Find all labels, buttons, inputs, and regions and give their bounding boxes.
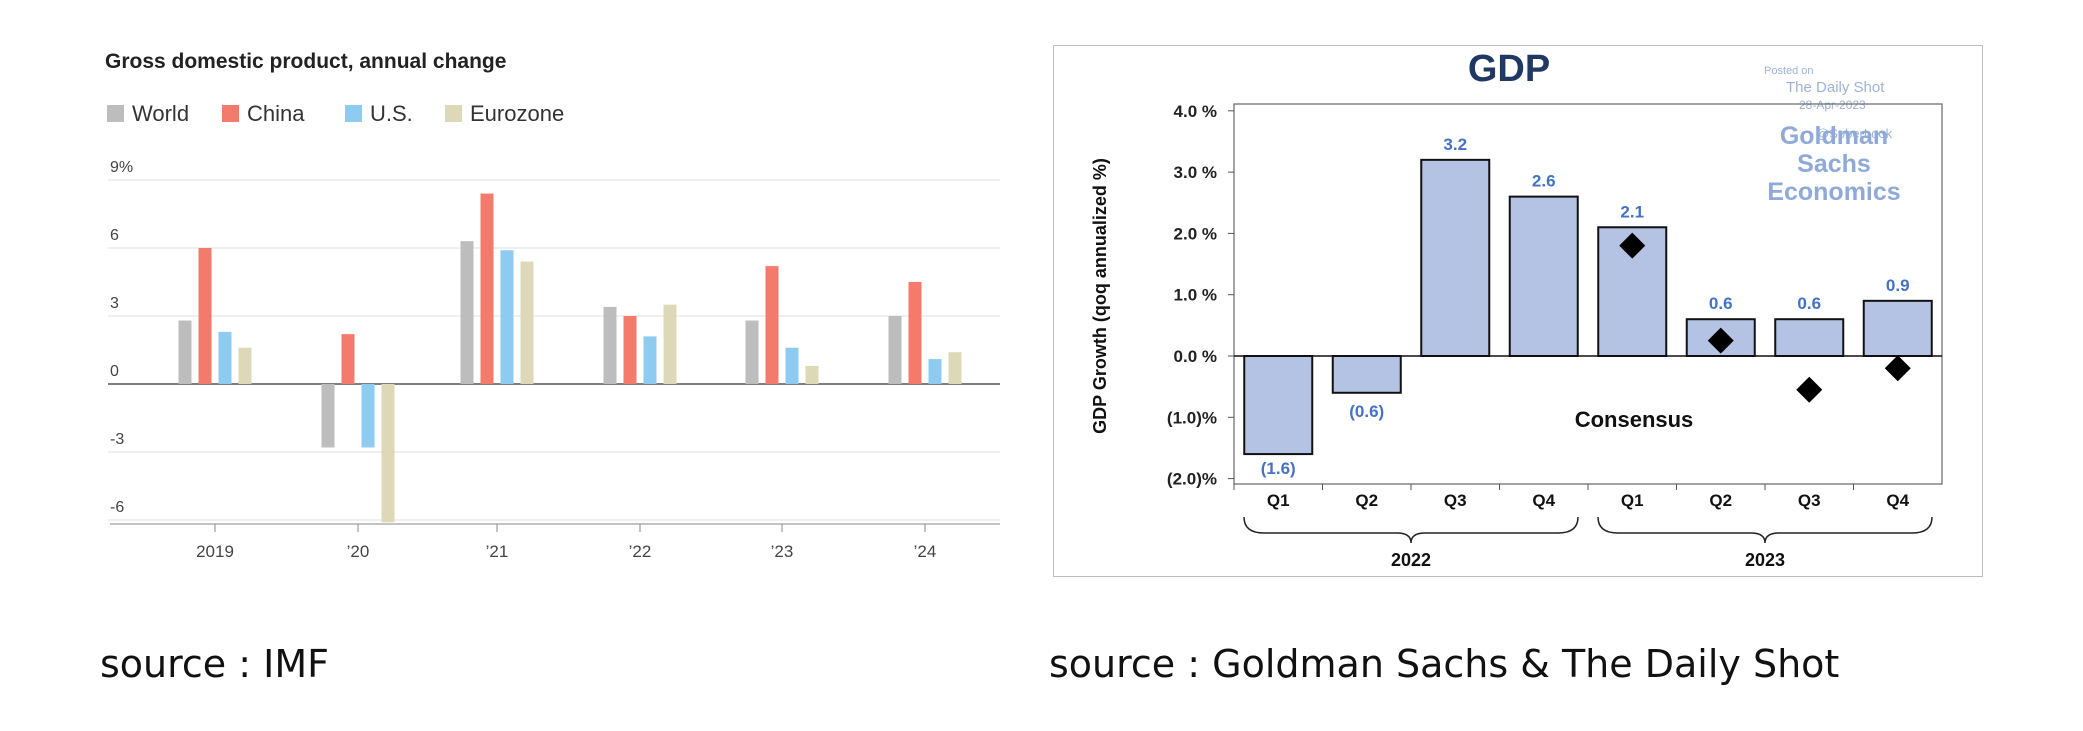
y-tick-label: 0.0 % xyxy=(1174,347,1217,366)
bar-eurozone-0 xyxy=(238,347,252,384)
source-caption-gs: source : Goldman Sachs & The Daily Shot xyxy=(1049,642,1840,686)
bar-china-5 xyxy=(908,281,922,384)
chart-title: GDP xyxy=(1468,48,1550,90)
chart-title: Gross domestic product, annual change xyxy=(105,50,506,73)
x-tick-label: Q4 xyxy=(1886,491,1909,510)
bar-us-0 xyxy=(218,331,232,384)
bar-0 xyxy=(1243,355,1314,456)
gs-gdp-chart-panel: GDP Posted on The Daily Shot 28-Apr-2023 @So… xyxy=(1053,45,1983,577)
watermark-source: The Daily Shot xyxy=(1786,79,1885,96)
bar-value-label: (0.6) xyxy=(1349,402,1384,421)
y-tick-label: 9% xyxy=(110,159,133,176)
y-tick-label: 6 xyxy=(110,227,119,244)
x-tick-label: ’21 xyxy=(486,542,509,561)
bar-world-3 xyxy=(603,306,617,384)
bar-value-label: 2.1 xyxy=(1620,202,1644,221)
gs-gdp-chart: GDP Posted on The Daily Shot 28-Apr-2023 @So… xyxy=(1090,48,1943,570)
y-tick-label: (1.0)% xyxy=(1167,408,1217,427)
x-tick-label: Q1 xyxy=(1267,491,1290,510)
bar-world-4 xyxy=(745,320,759,384)
bar-us-1 xyxy=(361,384,375,448)
bar-china-2 xyxy=(480,193,494,384)
bar-us-5 xyxy=(928,359,942,384)
consensus-marker-6 xyxy=(1796,376,1823,403)
x-tick-label: ’24 xyxy=(914,542,937,561)
legend-swatch-world xyxy=(107,105,124,122)
bar-1 xyxy=(1331,355,1402,394)
x-tick-label: ’23 xyxy=(771,542,794,561)
y-tick-label: -6 xyxy=(110,499,124,516)
x-tick-label: 2019 xyxy=(196,542,234,561)
y-tick-label: 2.0 % xyxy=(1174,224,1217,243)
bar-world-2 xyxy=(460,241,474,384)
brand-text: Sachs xyxy=(1797,150,1871,178)
bar-2 xyxy=(1420,158,1491,357)
watermark-handle: @SoberLook xyxy=(1816,126,1893,141)
y-tick-label: -3 xyxy=(110,431,124,448)
bar-eurozone-1 xyxy=(381,384,395,523)
bar-us-2 xyxy=(500,250,514,384)
bar-3 xyxy=(1508,195,1579,357)
x-tick-label: Q1 xyxy=(1621,491,1644,510)
x-tick-label: Q3 xyxy=(1798,491,1821,510)
consensus-marker-7 xyxy=(1884,355,1911,382)
bar-world-5 xyxy=(888,315,902,384)
bar-value-label: 3.2 xyxy=(1443,135,1467,154)
y-tick-label: 4.0 % xyxy=(1174,102,1217,121)
y-tick-label: 3 xyxy=(110,295,119,312)
legend-swatch-eurozone xyxy=(445,105,462,122)
bar-eurozone-3 xyxy=(663,304,677,384)
source-caption-imf: source : IMF xyxy=(100,642,330,686)
imf-gdp-chart: Gross domestic product, annual change Wor… xyxy=(105,50,1000,561)
legend-label-us: U.S. xyxy=(370,101,413,126)
bar-value-label: 0.6 xyxy=(1797,294,1821,313)
y-tick-label: 1.0 % xyxy=(1174,286,1217,305)
bar-china-0 xyxy=(198,247,212,384)
bar-china-4 xyxy=(765,266,779,384)
legend-swatch-us xyxy=(345,105,362,122)
y-tick-label: 0 xyxy=(110,363,119,380)
bar-eurozone-4 xyxy=(805,365,819,384)
legend-label-world: World xyxy=(132,101,189,126)
bar-value-label: 0.9 xyxy=(1886,276,1910,295)
bar-world-0 xyxy=(178,320,192,384)
x-tick-label: Q3 xyxy=(1444,491,1467,510)
legend-label-china: China xyxy=(247,101,305,126)
consensus-marker-4 xyxy=(1619,232,1646,259)
bar-china-1 xyxy=(341,334,355,384)
x-tick-label: Q4 xyxy=(1532,491,1555,510)
year-label-2022: 2022 xyxy=(1391,550,1431,570)
bar-7 xyxy=(1862,299,1933,357)
x-tick-label: Q2 xyxy=(1709,491,1732,510)
watermark-posted-on: Posted on xyxy=(1764,65,1814,77)
bar-6 xyxy=(1774,318,1845,357)
bar-value-label: 2.6 xyxy=(1532,172,1556,191)
brand-text: Economics xyxy=(1767,178,1900,206)
y-tick-label: 3.0 % xyxy=(1174,163,1217,182)
x-tick-label: ’22 xyxy=(629,542,652,561)
x-tick-label: ’20 xyxy=(347,542,370,561)
y-tick-label: (2.0)% xyxy=(1167,470,1217,489)
bar-value-label: (1.6) xyxy=(1261,459,1296,478)
bar-china-3 xyxy=(623,315,637,384)
brand-text: Goldman xyxy=(1780,122,1888,150)
year-brace xyxy=(1597,516,1933,544)
y-axis-label: GDP Growth (qoq annualized %) xyxy=(1090,158,1110,434)
consensus-label: Consensus xyxy=(1575,407,1694,432)
bar-eurozone-2 xyxy=(520,261,534,384)
bar-us-3 xyxy=(643,336,657,384)
legend-swatch-china xyxy=(222,105,239,122)
consensus-marker-5 xyxy=(1707,327,1734,354)
imf-gdp-chart-panel: Gross domestic product, annual change Wor… xyxy=(0,0,1030,600)
x-tick-label: Q2 xyxy=(1355,491,1378,510)
bar-value-label: 0.6 xyxy=(1709,294,1733,313)
bar-eurozone-5 xyxy=(948,352,962,384)
bar-us-4 xyxy=(785,347,799,384)
watermark-date: 28-Apr-2023 xyxy=(1799,98,1866,112)
legend-label-eurozone: Eurozone xyxy=(470,101,564,126)
year-label-2023: 2023 xyxy=(1745,550,1785,570)
year-brace xyxy=(1243,516,1579,544)
bar-world-1 xyxy=(321,384,335,448)
